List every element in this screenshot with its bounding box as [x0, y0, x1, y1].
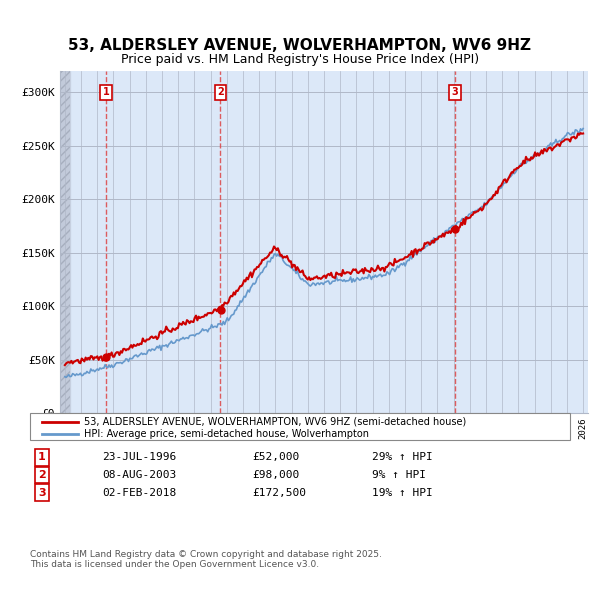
Bar: [60, 71, 70, 413]
Text: HPI: Average price, semi-detached house, Wolverhampton: HPI: Average price, semi-detached house,…: [84, 429, 369, 438]
Text: 1: 1: [38, 453, 46, 462]
Bar: [60, 71, 70, 413]
Text: 53, ALDERSLEY AVENUE, WOLVERHAMPTON, WV6 9HZ (semi-detached house): 53, ALDERSLEY AVENUE, WOLVERHAMPTON, WV6…: [84, 417, 466, 427]
Text: 23-JUL-1996: 23-JUL-1996: [102, 453, 176, 462]
Text: 2: 2: [38, 470, 46, 480]
Text: 3: 3: [38, 488, 46, 497]
Text: 2: 2: [217, 87, 224, 97]
Text: 19% ↑ HPI: 19% ↑ HPI: [372, 488, 433, 497]
Text: 3: 3: [452, 87, 458, 97]
Text: 1: 1: [103, 87, 110, 97]
Text: HPI: Average price, semi-detached house, Wolverhampton: HPI: Average price, semi-detached house,…: [84, 429, 369, 438]
Text: 53, ALDERSLEY AVENUE, WOLVERHAMPTON, WV6 9HZ (semi-detached house): 53, ALDERSLEY AVENUE, WOLVERHAMPTON, WV6…: [84, 417, 466, 427]
Text: £98,000: £98,000: [252, 470, 299, 480]
Text: 53, ALDERSLEY AVENUE, WOLVERHAMPTON, WV6 9HZ: 53, ALDERSLEY AVENUE, WOLVERHAMPTON, WV6…: [68, 38, 532, 53]
Text: 9% ↑ HPI: 9% ↑ HPI: [372, 470, 426, 480]
Text: 29% ↑ HPI: 29% ↑ HPI: [372, 453, 433, 462]
Text: £172,500: £172,500: [252, 488, 306, 497]
Text: 02-FEB-2018: 02-FEB-2018: [102, 488, 176, 497]
Text: 08-AUG-2003: 08-AUG-2003: [102, 470, 176, 480]
Text: Price paid vs. HM Land Registry's House Price Index (HPI): Price paid vs. HM Land Registry's House …: [121, 53, 479, 66]
Text: Contains HM Land Registry data © Crown copyright and database right 2025.
This d: Contains HM Land Registry data © Crown c…: [30, 550, 382, 569]
Text: £52,000: £52,000: [252, 453, 299, 462]
